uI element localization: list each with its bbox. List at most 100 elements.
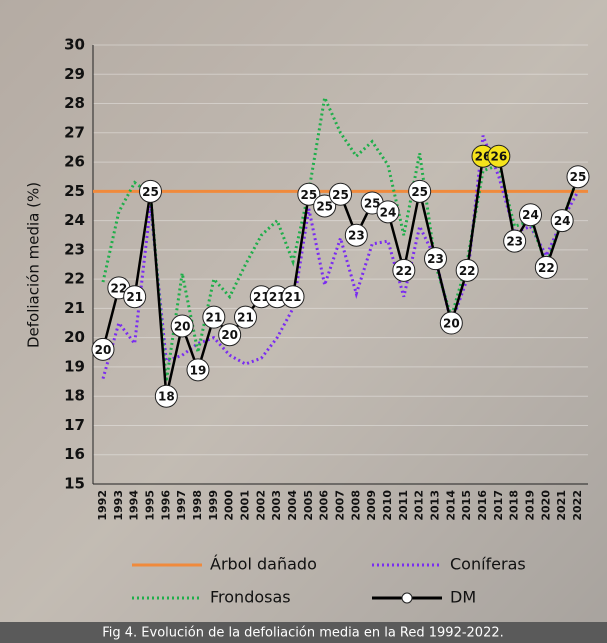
- data-label: 22: [538, 261, 555, 275]
- y-tick-label: 23: [64, 240, 85, 258]
- x-tick-label: 1995: [144, 490, 157, 521]
- y-tick-label: 24: [64, 211, 85, 229]
- x-tick-label: 2022: [571, 490, 584, 521]
- overlay: [0, 0, 607, 622]
- data-label: 22: [395, 264, 412, 278]
- data-label: 20: [221, 328, 238, 342]
- x-tick-label: 2010: [381, 490, 394, 521]
- x-tick-label: 1998: [191, 490, 204, 521]
- y-tick-label: 29: [64, 65, 85, 83]
- marker: [566, 165, 590, 189]
- marker: [455, 258, 479, 282]
- legend-label: Árbol dañado: [210, 555, 317, 574]
- x-tick-label: 1999: [207, 490, 220, 521]
- x-tick-label: 2011: [397, 490, 410, 521]
- data-label: 20: [95, 343, 112, 357]
- x-tick-label: 2014: [444, 490, 457, 521]
- data-label: 25: [142, 185, 159, 199]
- x-tick-label: 2015: [460, 490, 473, 521]
- marker: [534, 255, 558, 279]
- marker: [281, 285, 305, 309]
- y-tick-label: 18: [64, 387, 85, 405]
- data-label: 23: [427, 252, 444, 266]
- data-label: 24: [522, 208, 539, 222]
- marker: [487, 144, 511, 168]
- x-tick-label: 1992: [96, 490, 109, 521]
- data-label: 23: [348, 229, 365, 243]
- x-tick-label: 2004: [286, 490, 299, 521]
- data-label: 19: [190, 363, 207, 377]
- x-tick-label: 2009: [365, 490, 378, 521]
- data-label: 22: [459, 264, 476, 278]
- x-tick-label: 2007: [334, 490, 347, 521]
- data-label: 21: [237, 311, 254, 325]
- y-tick-label: 17: [64, 416, 85, 434]
- data-label: 26: [475, 150, 492, 164]
- x-tick-label: 2000: [223, 490, 236, 521]
- legend-label: DM: [450, 588, 476, 607]
- x-tick-label: 2020: [539, 490, 552, 521]
- marker: [313, 194, 337, 218]
- data-label: 24: [380, 205, 397, 219]
- y-tick-label: 26: [64, 153, 85, 171]
- marker: [392, 258, 416, 282]
- caption-bar: [0, 622, 607, 643]
- data-label: 25: [411, 185, 428, 199]
- legend-label: Coníferas: [450, 555, 526, 574]
- marker: [550, 209, 574, 233]
- data-label: 21: [205, 311, 222, 325]
- x-tick-label: 2016: [476, 490, 489, 521]
- marker: [408, 179, 432, 203]
- series-line: [101, 135, 580, 380]
- x-tick-label: 2003: [270, 490, 283, 521]
- data-label: 23: [506, 235, 523, 249]
- x-tick-label: 2008: [349, 490, 362, 521]
- marker: [329, 182, 352, 206]
- legend-label: Frondosas: [210, 588, 291, 607]
- data-label: 18: [158, 390, 175, 404]
- y-tick-label: 28: [64, 94, 85, 112]
- y-tick-label: 16: [64, 445, 85, 463]
- marker: [503, 229, 527, 253]
- data-label: 21: [126, 290, 143, 304]
- y-tick-label: 30: [64, 36, 85, 54]
- x-tick-label: 2001: [239, 490, 252, 521]
- x-tick-label: 1996: [159, 490, 172, 521]
- y-tick-label: 22: [64, 270, 85, 288]
- data-label: 25: [364, 197, 381, 211]
- marker: [297, 182, 321, 206]
- data-label: 21: [269, 290, 286, 304]
- y-tick-label: 20: [64, 328, 85, 346]
- marker: [218, 323, 242, 347]
- x-tick-label: 2002: [254, 490, 267, 521]
- marker: [91, 337, 115, 361]
- x-tick-label: 2005: [302, 490, 315, 521]
- data-label: 25: [332, 188, 349, 202]
- data-label: 25: [300, 188, 317, 202]
- x-tick-label: 1997: [175, 490, 188, 521]
- marker: [202, 305, 226, 329]
- x-tick-label: 2012: [413, 490, 426, 521]
- data-label: 21: [285, 290, 302, 304]
- series-line: [101, 92, 580, 382]
- x-tick-label: 2019: [524, 490, 537, 521]
- y-axis-title: Defoliación media (%): [25, 182, 43, 348]
- x-tick-label: 1994: [128, 490, 141, 521]
- data-label: 22: [110, 281, 127, 295]
- marker: [344, 223, 368, 247]
- marker: [519, 203, 542, 227]
- marker: [170, 314, 194, 338]
- data-label: 20: [174, 319, 191, 333]
- x-tick-label: 1993: [112, 490, 125, 521]
- marker: [234, 305, 257, 329]
- marker: [139, 179, 162, 203]
- data-label: 26: [490, 150, 507, 164]
- marker: [154, 384, 178, 408]
- x-tick-label: 2006: [318, 490, 331, 521]
- data-label: 21: [253, 290, 270, 304]
- data-label: 24: [554, 214, 571, 228]
- x-tick-label: 2018: [508, 490, 521, 521]
- y-tick-label: 15: [64, 475, 85, 493]
